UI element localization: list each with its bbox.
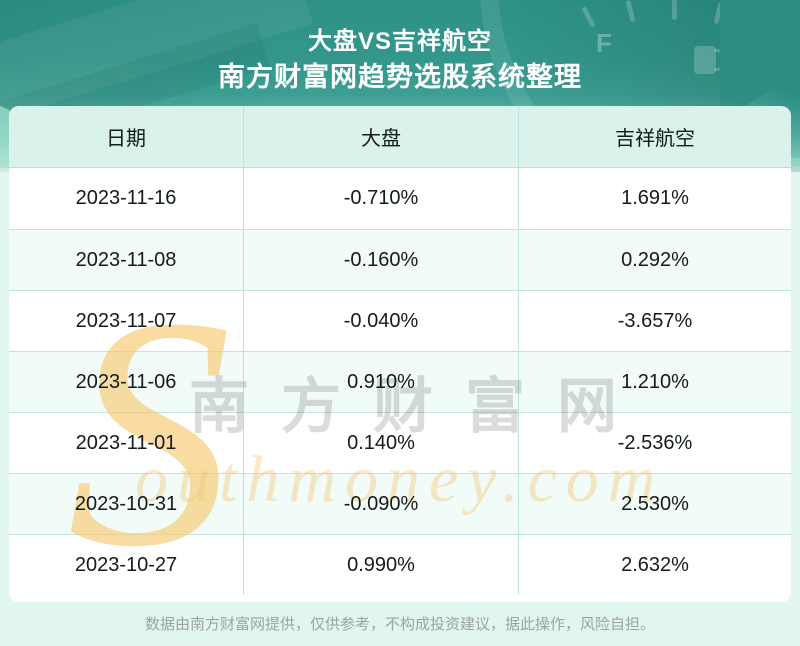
- disclaimer-text: 数据由南方财富网提供，仅供参考，不构成投资建议，据此操作，风险自担。: [144, 616, 655, 633]
- table-row: 2023-11-16 -0.710% 1.691%: [9, 168, 791, 229]
- cell-market-change: 0.910%: [243, 351, 518, 412]
- cell-date: 2023-11-08: [9, 229, 243, 290]
- cell-stock-change: 0.292%: [518, 229, 791, 290]
- cell-stock-change: -2.536%: [518, 412, 791, 473]
- cell-market-change: -0.160%: [243, 229, 518, 290]
- gauge-tick: [672, 0, 677, 20]
- table-row: 2023-11-07 -0.040% -3.657%: [9, 290, 791, 351]
- comparison-table: 日期 大盘 吉祥航空 2023-11-16 -0.710% 1.691% 202…: [9, 106, 791, 595]
- title-block: 大盘VS吉祥航空 南方财富网趋势选股系统整理: [0, 26, 800, 94]
- cell-market-change: 0.990%: [243, 534, 518, 595]
- table-row: 2023-10-27 0.990% 2.632%: [9, 534, 791, 595]
- cell-stock-change: 2.632%: [518, 534, 791, 595]
- page-title: 大盘VS吉祥航空: [307, 28, 492, 55]
- column-header-market: 大盘: [243, 106, 518, 168]
- table-row: 2023-10-31 -0.090% 2.530%: [9, 473, 791, 534]
- cell-date: 2023-10-27: [9, 534, 243, 595]
- cell-stock-change: 2.530%: [518, 473, 791, 534]
- data-table-card: 日期 大盘 吉祥航空 2023-11-16 -0.710% 1.691% 202…: [9, 106, 791, 602]
- cell-date: 2023-11-01: [9, 412, 243, 473]
- cell-date: 2023-10-31: [9, 473, 243, 534]
- table-row: 2023-11-01 0.140% -2.536%: [9, 412, 791, 473]
- cell-date: 2023-11-06: [9, 351, 243, 412]
- page-subtitle: 南方财富网趋势选股系统整理: [218, 62, 582, 92]
- column-header-date: 日期: [9, 106, 243, 168]
- cell-stock-change: -3.657%: [518, 290, 791, 351]
- cell-date: 2023-11-16: [75, 187, 177, 209]
- cell-market-change: 0.140%: [243, 412, 518, 473]
- table-header-row: 日期 大盘 吉祥航空: [9, 106, 791, 168]
- cell-market-change: -0.040%: [243, 290, 518, 351]
- cell-market-change: -0.090%: [243, 473, 518, 534]
- table-row: 2023-11-06 0.910% 1.210%: [9, 351, 791, 412]
- column-header-stock: 吉祥航空: [518, 106, 791, 168]
- cell-market-change: -0.710%: [243, 168, 518, 229]
- cell-stock-change: 1.691%: [518, 168, 791, 229]
- cell-date: 2023-11-07: [9, 290, 243, 351]
- table-row: 2023-11-08 -0.160% 0.292%: [9, 229, 791, 290]
- cell-stock-change: 1.210%: [518, 351, 791, 412]
- gauge-full-label: F: [596, 28, 612, 58]
